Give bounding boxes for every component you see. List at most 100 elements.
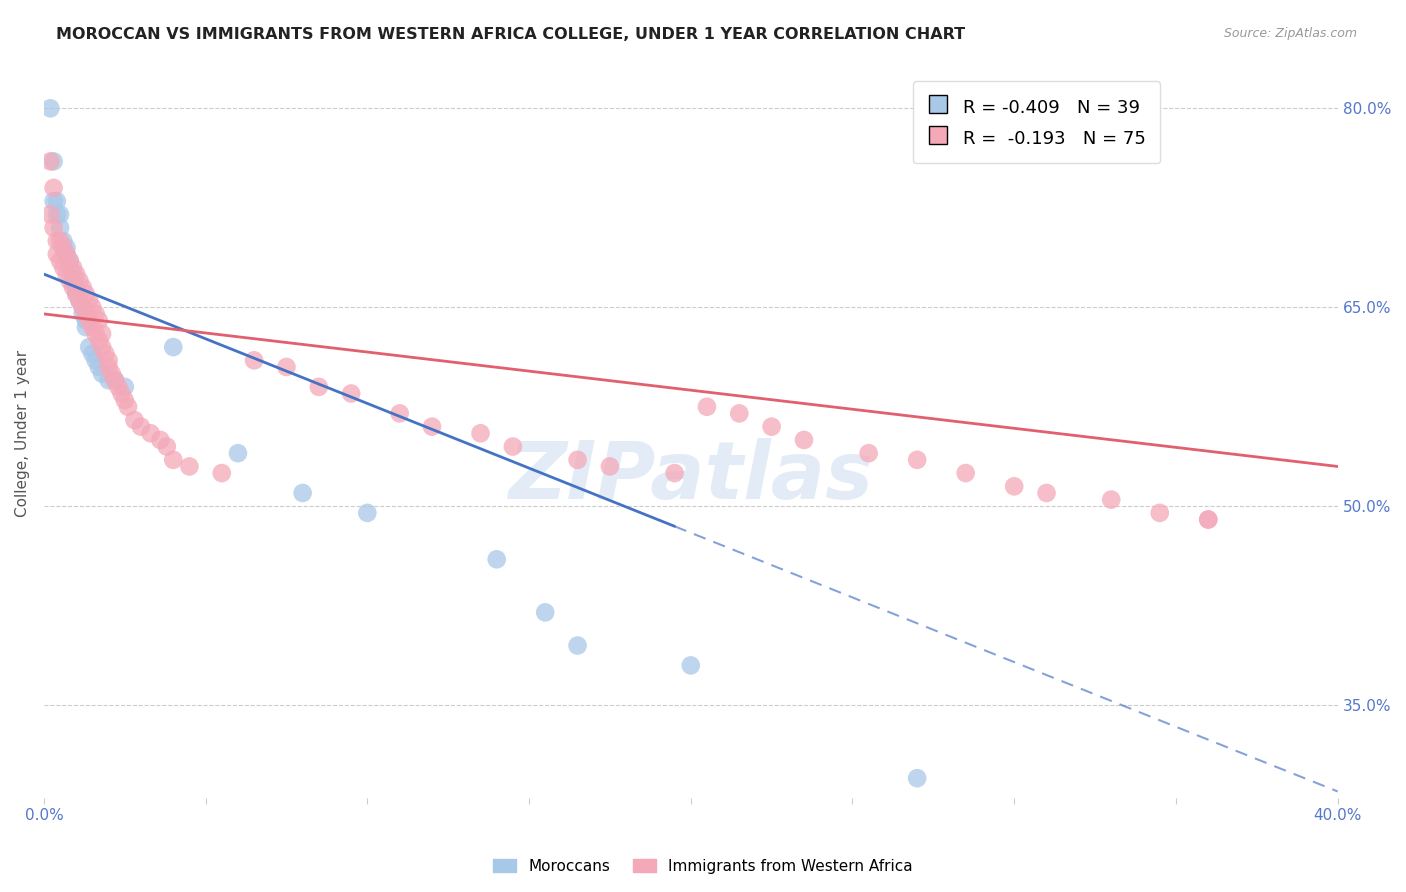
Point (65, 280, 87, 294)
Point (599, 459, 621, 474)
Point (114, 380, 136, 394)
Point (502, 440, 524, 454)
Point (308, 380, 330, 394)
Point (77, 293, 100, 308)
Point (761, 419, 783, 434)
Point (45, 207, 67, 221)
Point (1099, 492, 1122, 507)
Point (49, 253, 72, 268)
Point (42, 181, 65, 195)
Point (91, 326, 114, 341)
Point (87, 334, 110, 348)
Point (39, 154, 62, 169)
Point (905, 771, 928, 785)
Point (84, 326, 107, 341)
Point (211, 466, 233, 480)
Point (905, 452, 928, 467)
Text: MOROCCAN VS IMMIGRANTS FROM WESTERN AFRICA COLLEGE, UNDER 1 YEAR CORRELATION CHA: MOROCCAN VS IMMIGRANTS FROM WESTERN AFRI… (56, 27, 966, 42)
Point (84, 307, 107, 321)
Point (52, 260, 75, 275)
Point (69, 293, 91, 308)
Point (42, 220, 65, 235)
Point (567, 452, 589, 467)
Legend: Moroccans, Immigrants from Western Africa: Moroccans, Immigrants from Western Afric… (486, 853, 920, 880)
Point (114, 393, 136, 408)
Point (162, 452, 184, 467)
Point (49, 234, 72, 248)
Point (87, 359, 110, 374)
Point (858, 446, 880, 460)
Legend: R = -0.409   N = 39, R =  -0.193   N = 75: R = -0.409 N = 39, R = -0.193 N = 75 (912, 81, 1160, 163)
Point (84, 353, 107, 368)
Point (65, 287, 87, 301)
Point (91, 367, 114, 381)
Point (567, 639, 589, 653)
Point (62, 280, 84, 294)
Point (82, 347, 104, 361)
Point (104, 373, 127, 387)
Point (139, 426, 162, 441)
Point (97, 359, 120, 374)
Point (62, 267, 84, 281)
Point (65, 287, 87, 301)
Point (59, 260, 82, 275)
Point (49, 207, 72, 221)
Point (49, 220, 72, 235)
Point (276, 359, 298, 374)
Point (356, 506, 378, 520)
Point (45, 194, 67, 209)
Point (955, 466, 977, 480)
Point (1002, 479, 1025, 493)
Point (1197, 512, 1219, 526)
Point (243, 353, 266, 368)
Point (129, 419, 152, 434)
Point (39, 207, 62, 221)
Point (75, 320, 97, 334)
Point (149, 433, 172, 447)
Point (696, 400, 718, 414)
Point (52, 241, 75, 255)
Point (75, 313, 97, 327)
Point (55, 241, 77, 255)
Point (45, 247, 67, 261)
Point (69, 274, 91, 288)
Point (62, 274, 84, 288)
Point (72, 280, 94, 294)
Point (124, 413, 146, 427)
Point (55, 247, 77, 261)
Point (226, 446, 249, 460)
Point (65, 267, 87, 281)
Point (291, 486, 314, 500)
Point (87, 313, 110, 327)
Point (75, 287, 97, 301)
Point (69, 293, 91, 308)
Point (104, 373, 127, 387)
Point (534, 606, 557, 620)
Point (52, 234, 75, 248)
Point (42, 194, 65, 209)
Point (77, 340, 100, 354)
Point (62, 260, 84, 275)
Point (77, 313, 100, 327)
Point (793, 433, 815, 447)
Point (75, 307, 97, 321)
Point (340, 386, 363, 401)
Point (388, 406, 411, 420)
Point (107, 380, 129, 394)
Point (485, 552, 508, 566)
Point (162, 340, 184, 354)
Point (39, 101, 62, 115)
Point (101, 367, 124, 381)
Point (110, 386, 132, 401)
Point (55, 267, 77, 281)
Point (420, 419, 443, 434)
Point (72, 300, 94, 314)
Point (72, 307, 94, 321)
Text: ZIPatlas: ZIPatlas (508, 438, 873, 516)
Point (156, 440, 179, 454)
Point (94, 347, 117, 361)
Point (55, 247, 77, 261)
Point (82, 320, 104, 334)
Point (97, 373, 120, 387)
Point (52, 241, 75, 255)
